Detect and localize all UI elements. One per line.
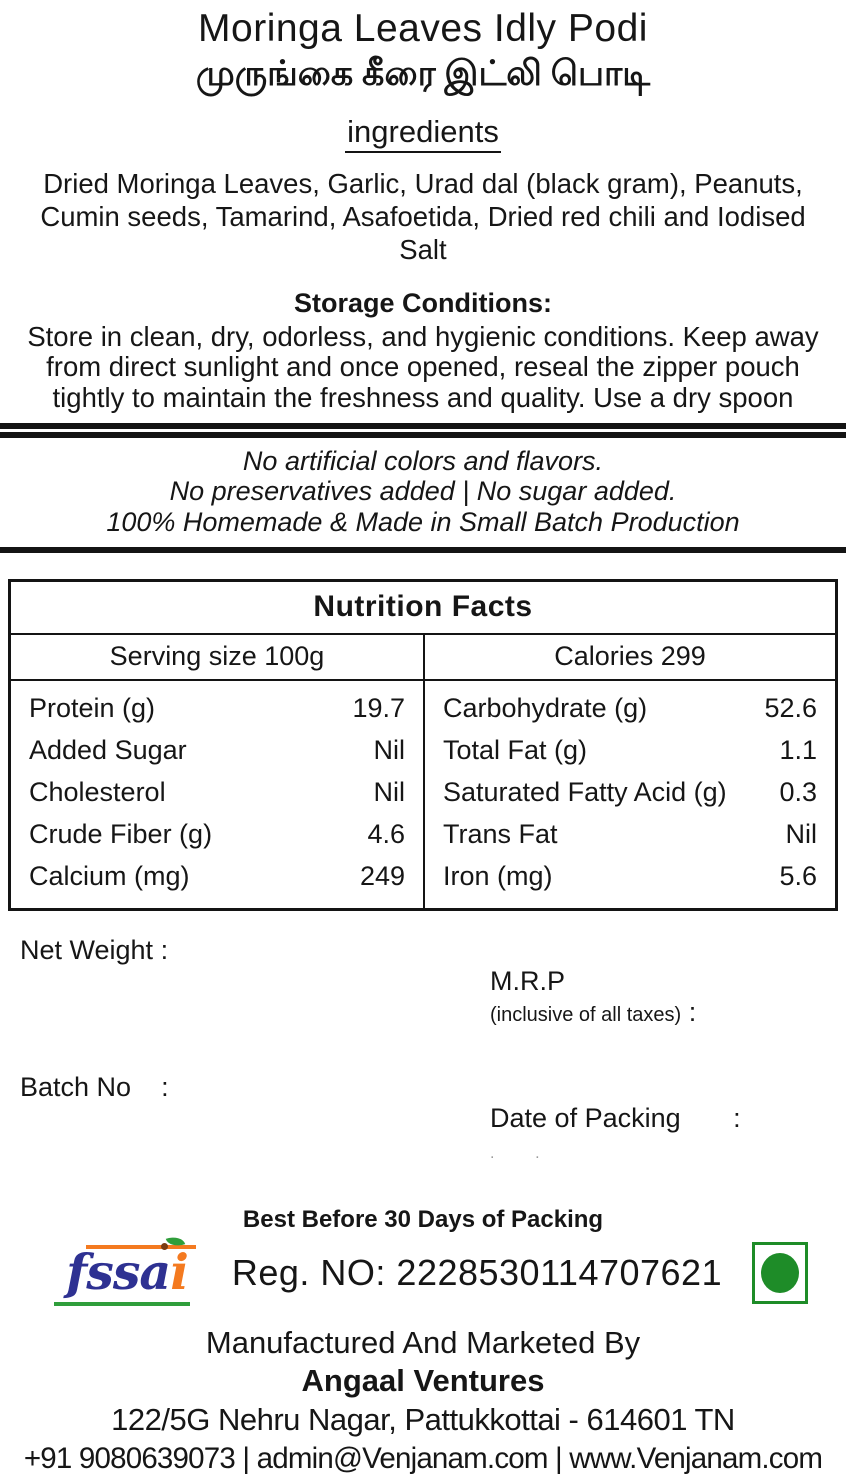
nutrient-value: 5.6	[779, 860, 817, 891]
nutrition-facts-table: Nutrition Facts Serving size 100g Calori…	[8, 579, 838, 911]
fssai-logo: fssai	[52, 1233, 202, 1306]
mrp-text: M.R.P	[490, 965, 566, 996]
nutrient-label: Calcium (mg)	[29, 860, 190, 891]
nutrition-facts-title: Nutrition Facts	[11, 582, 835, 636]
fssai-leaf-dot	[161, 1242, 168, 1250]
table-row: Added Sugar Nil	[11, 729, 423, 771]
nutrient-value: Nil	[373, 776, 406, 807]
nutrient-value: 0.3	[779, 776, 817, 807]
claims-section: No artificial colors and flavors. No pre…	[0, 438, 846, 548]
nutrient-label: Protein (g)	[29, 692, 156, 723]
nutrition-subheader-row: Serving size 100g Calories 299	[11, 635, 835, 682]
nutrient-value: Nil	[785, 818, 818, 849]
nutrient-value: 52.6	[764, 692, 817, 723]
manufactured-by-text: Manufactured And Marketed By	[205, 1324, 641, 1360]
nutrition-right-column: Carbohydrate (g) 52.6 Total Fat (g) 1.1 …	[423, 681, 835, 908]
vegetarian-mark-dot	[761, 1252, 799, 1293]
nutrition-left-column: Protein (g) 19.7 Added Sugar Nil Cholest…	[11, 681, 423, 907]
date-placeholder-dots: . .	[490, 1144, 542, 1162]
manufacturer-section: Manufactured And Marketed By Angaal Vent…	[0, 1316, 846, 1478]
product-title-tamil: முருங்கை கீரை இட்லி பொடி	[195, 53, 651, 93]
ingredients-section: ingredients Dried Moringa Leaves, Garlic…	[0, 101, 846, 280]
table-row: Cholesterol Nil	[11, 771, 423, 813]
ingredients-text: Dried Moringa Leaves, Garlic, Urad dal (…	[40, 167, 806, 265]
nutrient-label: Carbohydrate (g)	[443, 692, 648, 723]
nutrient-label: Crude Fiber (g)	[29, 818, 213, 849]
claim-line-2: No preservatives added | No sugar added.	[169, 476, 677, 507]
table-row: Calcium (mg) 249	[11, 855, 423, 897]
company-name: Angaal Ventures	[301, 1363, 545, 1399]
mrp-colon: :	[681, 996, 697, 1027]
claim-line-3: 100% Homemade & Made in Small Batch Prod…	[106, 506, 740, 537]
ingredients-heading: ingredients	[345, 114, 501, 153]
vegetarian-mark-icon	[752, 1241, 808, 1304]
storage-text: Store in clean, dry, odorless, and hygie…	[27, 321, 819, 413]
table-row: Carbohydrate (g) 52.6	[425, 687, 835, 729]
fssai-logo-underline	[54, 1301, 190, 1306]
nutrient-value: Nil	[373, 734, 406, 765]
fssai-logo-text: fssai	[52, 1242, 202, 1302]
nutrient-label: Trans Fat	[443, 818, 558, 849]
double-divider-top	[0, 422, 846, 429]
serving-size: Serving size 100g	[109, 641, 325, 672]
best-before-text: Best Before 30 Days of Packing	[242, 1205, 604, 1233]
date-of-packing-text: Date of Packing	[490, 1102, 681, 1133]
fssai-registration-number: Reg. NO: 2228530114707621	[231, 1251, 723, 1293]
double-divider-under-claims	[0, 547, 846, 554]
nutrient-label: Total Fat (g)	[443, 734, 588, 765]
nutrition-body: Protein (g) 19.7 Added Sugar Nil Cholest…	[11, 681, 835, 908]
nutrient-label: Added Sugar	[29, 734, 187, 765]
table-row: Saturated Fatty Acid (g) 0.3	[425, 771, 835, 813]
table-row: Total Fat (g) 1.1	[425, 729, 835, 771]
fssai-text-blue: fssa	[66, 1242, 171, 1301]
nutrient-value: 249	[359, 860, 405, 891]
date-colon: :	[680, 1102, 741, 1133]
fssai-row: fssai Reg. NO: 2228530114707621	[0, 1233, 846, 1316]
nutrient-value: 19.7	[352, 692, 405, 723]
pack-meta-section: Net Weight : M.R.P (inclusive of all tax…	[0, 911, 846, 1234]
storage-heading: Storage Conditions:	[294, 287, 552, 318]
nutrient-label: Iron (mg)	[443, 860, 553, 891]
storage-section: Storage Conditions: Store in clean, dry,…	[0, 280, 846, 423]
nutrient-label: Saturated Fatty Acid (g)	[443, 776, 727, 807]
title-block: Moringa Leaves Idly Podi முருங்கை கீரை இ…	[0, 0, 846, 101]
nutrient-value: 1.1	[779, 734, 817, 765]
mrp-taxes-note: (inclusive of all taxes)	[490, 1003, 682, 1026]
nutrient-value: 4.6	[367, 818, 405, 849]
fssai-text-orange: i	[170, 1242, 189, 1301]
claim-line-1: No artificial colors and flavors.	[242, 445, 604, 476]
contact-info: +91 9080639073 | admin@Venjanam.com | ww…	[23, 1441, 823, 1475]
company-address: 122/5G Nehru Nagar, Pattukkottai - 61460…	[111, 1402, 735, 1438]
table-row: Crude Fiber (g) 4.6	[11, 813, 423, 855]
table-row: Iron (mg) 5.6	[425, 855, 835, 897]
net-weight-label: Net Weight :	[20, 934, 169, 965]
mrp-label: M.R.P (inclusive of all taxes) :	[430, 935, 826, 1059]
batch-no-label: Batch No :	[20, 1071, 169, 1102]
table-row: Protein (g) 19.7	[11, 687, 423, 729]
double-divider-bottom	[0, 431, 846, 438]
product-title-english: Moringa Leaves Idly Podi	[198, 7, 648, 50]
calories: Calories 299	[423, 635, 835, 680]
date-of-packing-label: Date of Packing : . .	[430, 1072, 826, 1196]
nutrient-label: Cholesterol	[29, 776, 166, 807]
table-row: Trans Fat Nil	[425, 813, 835, 855]
